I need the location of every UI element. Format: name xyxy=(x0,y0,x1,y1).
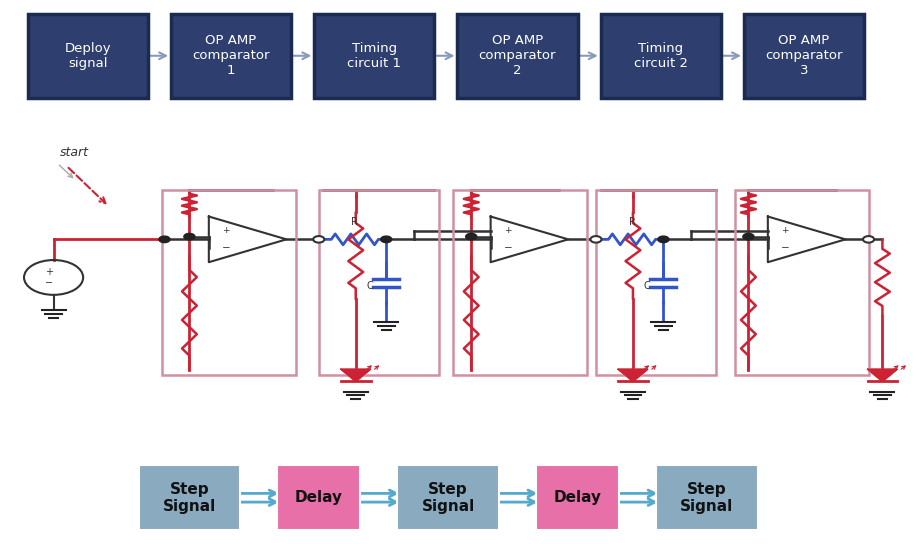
Text: C: C xyxy=(366,281,373,290)
Text: −: − xyxy=(504,243,513,253)
Text: +: + xyxy=(505,226,512,235)
Text: Step
Signal: Step Signal xyxy=(680,481,734,514)
FancyBboxPatch shape xyxy=(397,465,499,530)
FancyBboxPatch shape xyxy=(601,14,721,98)
Text: −: − xyxy=(222,243,231,253)
Text: +: + xyxy=(45,267,53,277)
FancyBboxPatch shape xyxy=(536,465,619,530)
FancyBboxPatch shape xyxy=(744,14,864,98)
Text: Delay: Delay xyxy=(295,490,343,505)
Polygon shape xyxy=(341,369,371,381)
FancyBboxPatch shape xyxy=(656,465,758,530)
Circle shape xyxy=(184,233,195,240)
Circle shape xyxy=(658,236,669,243)
Text: OP AMP
comparator
1: OP AMP comparator 1 xyxy=(192,34,270,77)
Text: Timing
circuit 1: Timing circuit 1 xyxy=(347,42,401,70)
Text: Step
Signal: Step Signal xyxy=(163,481,216,514)
FancyBboxPatch shape xyxy=(28,14,148,98)
Polygon shape xyxy=(618,369,648,381)
Circle shape xyxy=(313,236,324,243)
Text: Timing
circuit 2: Timing circuit 2 xyxy=(634,42,687,70)
Circle shape xyxy=(590,236,602,243)
Circle shape xyxy=(743,233,754,240)
Text: Delay: Delay xyxy=(553,490,602,505)
Circle shape xyxy=(159,236,170,243)
Text: start: start xyxy=(60,146,89,159)
Polygon shape xyxy=(868,369,897,381)
FancyBboxPatch shape xyxy=(314,14,434,98)
Text: R: R xyxy=(628,217,636,227)
Text: Step
Signal: Step Signal xyxy=(421,481,475,514)
FancyBboxPatch shape xyxy=(457,14,578,98)
Circle shape xyxy=(466,233,477,240)
Text: −: − xyxy=(45,278,53,288)
FancyBboxPatch shape xyxy=(139,465,240,530)
FancyBboxPatch shape xyxy=(171,14,291,98)
Text: OP AMP
comparator
2: OP AMP comparator 2 xyxy=(479,34,556,77)
Text: −: − xyxy=(781,243,790,253)
Text: R: R xyxy=(351,217,359,227)
Circle shape xyxy=(381,236,392,243)
Text: OP AMP
comparator
3: OP AMP comparator 3 xyxy=(765,34,843,77)
Text: C: C xyxy=(643,281,650,290)
Text: Deploy
signal: Deploy signal xyxy=(65,42,111,70)
Text: +: + xyxy=(782,226,789,235)
Text: +: + xyxy=(223,226,230,235)
FancyBboxPatch shape xyxy=(277,465,360,530)
Circle shape xyxy=(863,236,874,243)
